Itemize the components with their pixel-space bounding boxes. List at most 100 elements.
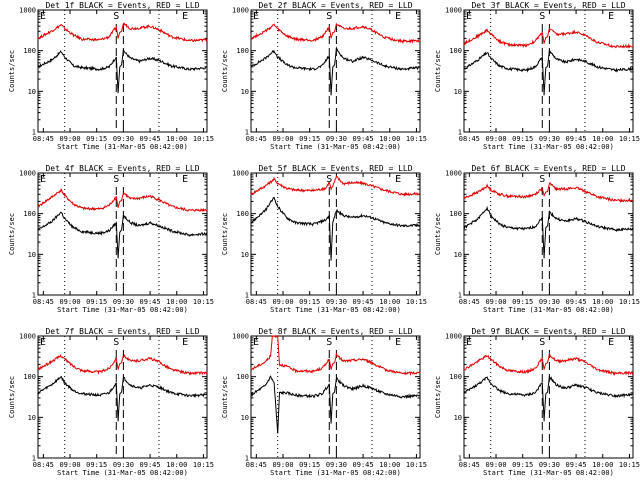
y-axis-label: Counts/sec: [221, 50, 229, 92]
x-tick-label: 09:45: [353, 135, 374, 143]
x-tick-label: 09:45: [566, 298, 587, 306]
y-axis-label: Counts/sec: [221, 213, 229, 255]
y-axis-label: Counts/sec: [221, 376, 229, 418]
interval-marker-s: S: [113, 174, 119, 185]
y-tick-label: 10: [454, 414, 462, 422]
panel-title: Det 8f BLACK = Events, RED = LLD: [258, 327, 412, 336]
lld-series-line: [37, 187, 208, 213]
y-tick-label: 1: [32, 292, 36, 300]
plot-frame: [463, 172, 634, 296]
y-tick-label: 100: [236, 210, 249, 218]
events-series-line: [463, 205, 634, 259]
events-series-line: [37, 375, 208, 422]
events-series-line: [37, 211, 208, 259]
x-axis-label: Start Time (31-Mar-05 08:42:00): [57, 306, 188, 314]
interval-marker-e: E: [253, 337, 259, 348]
x-tick-label: 09:00: [272, 135, 293, 143]
interval-marker-s: S: [539, 337, 545, 348]
panel-det-3: Det 3f BLACK = Events, RED = LLD 1 10 100 10…: [434, 1, 640, 151]
x-tick-label: 10:15: [619, 461, 640, 469]
events-series-line: [463, 49, 634, 96]
x-tick-label: 09:30: [326, 298, 347, 306]
x-tick-label: 09:15: [512, 461, 533, 469]
panel-det-4: Det 4f BLACK = Events, RED = LLD 1 10 100 10…: [8, 164, 214, 314]
y-tick-label: 100: [23, 47, 36, 55]
lld-series-line: [463, 27, 634, 49]
interval-marker-e: E: [40, 337, 46, 348]
panel-title: Det 9f BLACK = Events, RED = LLD: [471, 327, 625, 336]
lld-series-line: [463, 181, 634, 203]
y-axis-label: Counts/sec: [8, 50, 16, 92]
plot-frame: [250, 9, 421, 133]
x-axis-label: Start Time (31-Mar-05 08:42:00): [483, 469, 614, 477]
x-tick-label: 10:00: [592, 461, 613, 469]
x-tick-label: 08:45: [246, 135, 267, 143]
lld-series-line: [250, 334, 421, 376]
x-tick-label: 09:15: [512, 135, 533, 143]
y-axis-label: Counts/sec: [8, 376, 16, 418]
interval-marker-s: S: [326, 337, 332, 348]
x-tick-label: 08:45: [246, 298, 267, 306]
x-tick-label: 08:45: [459, 298, 480, 306]
x-tick-label: 10:00: [379, 135, 400, 143]
x-tick-label: 08:45: [459, 461, 480, 469]
x-tick-label: 09:15: [86, 461, 107, 469]
y-tick-label: 100: [449, 210, 462, 218]
x-axis-label: Start Time (31-Mar-05 08:42:00): [270, 469, 401, 477]
events-series-line: [250, 46, 421, 96]
x-tick-label: 09:45: [353, 298, 374, 306]
plot-frame: [463, 335, 634, 459]
x-tick-label: 10:00: [166, 298, 187, 306]
panel-title: Det 6f BLACK = Events, RED = LLD: [471, 164, 625, 173]
interval-marker-s: S: [539, 174, 545, 185]
plot-frame: [250, 335, 421, 459]
y-tick-label: 10: [28, 251, 36, 259]
interval-marker-e: E: [395, 174, 401, 185]
y-tick-label: 1000: [445, 333, 462, 341]
interval-marker-e: E: [182, 337, 188, 348]
x-tick-label: 09:30: [113, 461, 134, 469]
y-tick-label: 100: [23, 373, 36, 381]
x-tick-label: 09:15: [512, 298, 533, 306]
y-tick-label: 1: [245, 129, 249, 137]
x-tick-label: 09:15: [299, 461, 320, 469]
x-tick-label: 10:00: [166, 461, 187, 469]
x-tick-label: 09:45: [566, 135, 587, 143]
interval-marker-e: E: [182, 11, 188, 22]
x-tick-label: 09:00: [485, 461, 506, 469]
interval-marker-s: S: [326, 174, 332, 185]
x-tick-label: 09:30: [113, 298, 134, 306]
interval-marker-e: E: [608, 174, 614, 185]
x-tick-label: 08:45: [33, 298, 54, 306]
events-series-line: [37, 49, 208, 94]
panel-title: Det 1f BLACK = Events, RED = LLD: [45, 1, 199, 10]
lld-series-line: [463, 351, 634, 376]
y-tick-label: 1000: [232, 333, 249, 341]
panel-det-9: Det 9f BLACK = Events, RED = LLD 1 10 100 10…: [434, 327, 640, 477]
plot-frame: [463, 9, 634, 133]
y-tick-label: 1: [458, 455, 462, 463]
y-axis-label: Counts/sec: [434, 376, 442, 418]
x-tick-label: 09:00: [272, 461, 293, 469]
panel-title: Det 2f BLACK = Events, RED = LLD: [258, 1, 412, 10]
y-tick-label: 1000: [445, 7, 462, 15]
plot-frame: [37, 172, 208, 296]
x-tick-label: 10:00: [379, 298, 400, 306]
x-tick-label: 09:30: [113, 135, 134, 143]
lld-series-line: [38, 353, 208, 376]
y-tick-label: 1000: [232, 170, 249, 178]
x-tick-label: 09:15: [86, 298, 107, 306]
interval-marker-s: S: [113, 337, 119, 348]
x-tick-label: 10:15: [619, 135, 640, 143]
x-tick-label: 09:30: [326, 461, 347, 469]
interval-marker-e: E: [466, 337, 472, 348]
events-series-line: [463, 374, 634, 422]
panel-title: Det 3f BLACK = Events, RED = LLD: [471, 1, 625, 10]
x-axis-label: Start Time (31-Mar-05 08:42:00): [270, 306, 401, 314]
x-tick-label: 10:00: [592, 135, 613, 143]
panel-det-1: Det 1f BLACK = Events, RED = LLD 1 10 100 10…: [8, 1, 214, 151]
x-tick-label: 10:00: [592, 298, 613, 306]
y-tick-label: 10: [241, 251, 249, 259]
y-tick-label: 100: [449, 47, 462, 55]
